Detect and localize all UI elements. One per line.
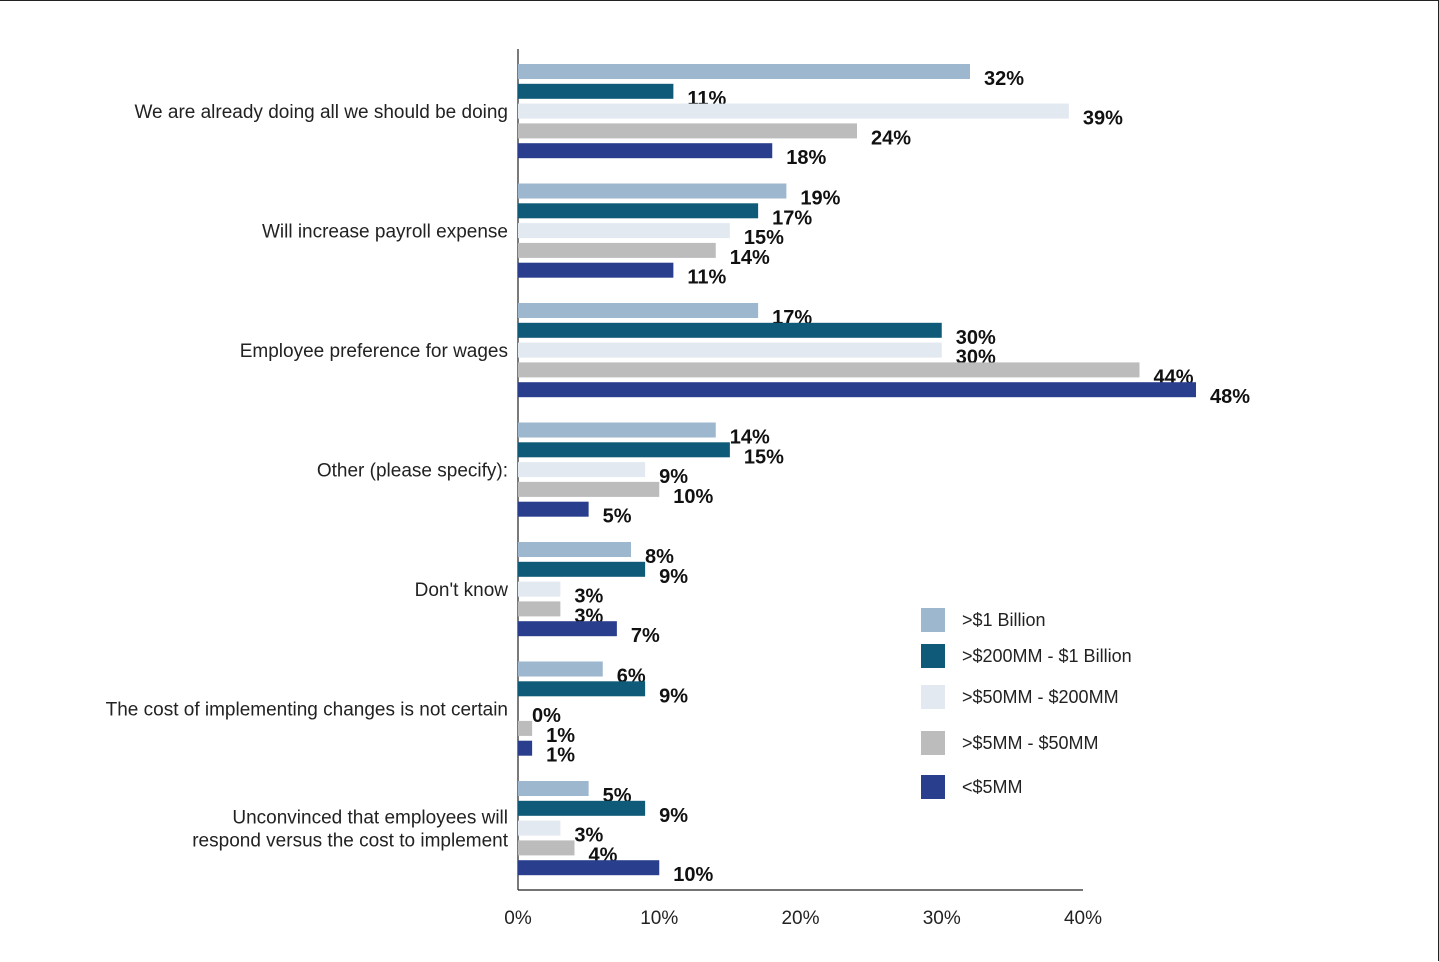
bar xyxy=(518,860,660,876)
bar xyxy=(518,681,646,697)
bar-value-label: 32% xyxy=(984,68,1024,90)
legend-swatch xyxy=(921,685,945,709)
category-label: We are already doing all we should be do… xyxy=(134,102,508,123)
bar-value-label: 3% xyxy=(574,586,603,608)
bar-value-label: 0% xyxy=(532,705,561,727)
bar xyxy=(518,820,561,836)
bar xyxy=(518,501,589,517)
bar xyxy=(518,242,716,258)
legend-label: >$50MM - $200MM xyxy=(962,687,1119,707)
bar-value-label: 11% xyxy=(687,267,726,289)
bar xyxy=(518,542,631,557)
bar xyxy=(518,103,1069,119)
bar-value-label: 9% xyxy=(659,566,688,588)
legend-swatch xyxy=(921,731,945,755)
bar xyxy=(518,581,561,597)
bar-value-label: 1% xyxy=(546,725,575,747)
bar xyxy=(518,720,533,736)
legend-label: >$1 Billion xyxy=(962,610,1046,630)
bar xyxy=(518,481,660,497)
category-label: The cost of implementing changes is not … xyxy=(106,700,508,721)
bar xyxy=(518,64,970,79)
bar xyxy=(518,442,730,458)
bar xyxy=(518,382,1196,398)
legend-swatch xyxy=(921,775,945,799)
bar xyxy=(518,462,646,478)
bar-value-label: 39% xyxy=(1083,108,1123,130)
bar xyxy=(518,183,787,199)
bar-value-label: 15% xyxy=(744,227,784,249)
bar xyxy=(518,840,575,856)
bar-value-label: 5% xyxy=(603,506,632,528)
bar-value-label: 1% xyxy=(546,745,575,767)
bar-value-label: 14% xyxy=(730,247,770,269)
legend-label: >$200MM - $1 Billion xyxy=(962,646,1132,666)
bar xyxy=(518,83,674,99)
bar-value-label: 48% xyxy=(1210,386,1250,408)
bar-value-label: 19% xyxy=(800,188,840,210)
bar-value-label: 17% xyxy=(772,207,812,229)
bar-value-label: 10% xyxy=(673,864,713,886)
x-tick-label: 30% xyxy=(923,908,961,929)
bar-value-label: 24% xyxy=(871,127,911,149)
bar-value-label: 9% xyxy=(659,805,688,827)
bar xyxy=(518,621,617,637)
x-tick-label: 40% xyxy=(1064,908,1102,929)
bar-value-label: 9% xyxy=(659,685,688,707)
bar-value-label: 7% xyxy=(631,625,660,647)
bar xyxy=(518,123,857,139)
bar xyxy=(518,303,759,318)
legend-label: >$5MM - $50MM xyxy=(962,733,1099,753)
bar xyxy=(518,561,646,577)
category-label: Unconvinced that employees will xyxy=(232,808,508,829)
bar xyxy=(518,342,942,358)
bar-value-label: 30% xyxy=(956,327,996,349)
bar-value-label: 3% xyxy=(574,825,603,847)
bar-value-label: 8% xyxy=(645,546,674,568)
bar xyxy=(518,262,674,278)
bar-value-label: 9% xyxy=(659,466,688,488)
bar-value-label: 14% xyxy=(730,427,770,449)
bar xyxy=(518,223,730,239)
bar xyxy=(518,362,1140,378)
bar xyxy=(518,781,589,796)
bar xyxy=(518,203,759,219)
category-label: Employee preference for wages xyxy=(240,341,508,362)
x-tick-label: 0% xyxy=(504,908,532,929)
legend-swatch xyxy=(921,608,945,632)
x-tick-label: 20% xyxy=(781,908,819,929)
legend-swatch xyxy=(921,644,945,668)
category-label: respond versus the cost to implement xyxy=(192,831,508,852)
bar xyxy=(518,422,716,438)
bar xyxy=(518,800,646,816)
category-label: Other (please specify): xyxy=(317,461,508,482)
bar xyxy=(518,143,773,159)
bar xyxy=(518,661,603,677)
bar xyxy=(518,322,942,338)
bar-value-label: 15% xyxy=(744,446,784,468)
legend-label: <$5MM xyxy=(962,777,1023,797)
category-label: Don't know xyxy=(415,580,509,601)
bar xyxy=(518,740,533,756)
bar xyxy=(518,601,561,617)
bar-value-label: 18% xyxy=(786,147,826,169)
category-label: Will increase payroll expense xyxy=(262,222,508,243)
x-tick-label: 10% xyxy=(640,908,678,929)
bar-value-label: 10% xyxy=(673,486,713,508)
